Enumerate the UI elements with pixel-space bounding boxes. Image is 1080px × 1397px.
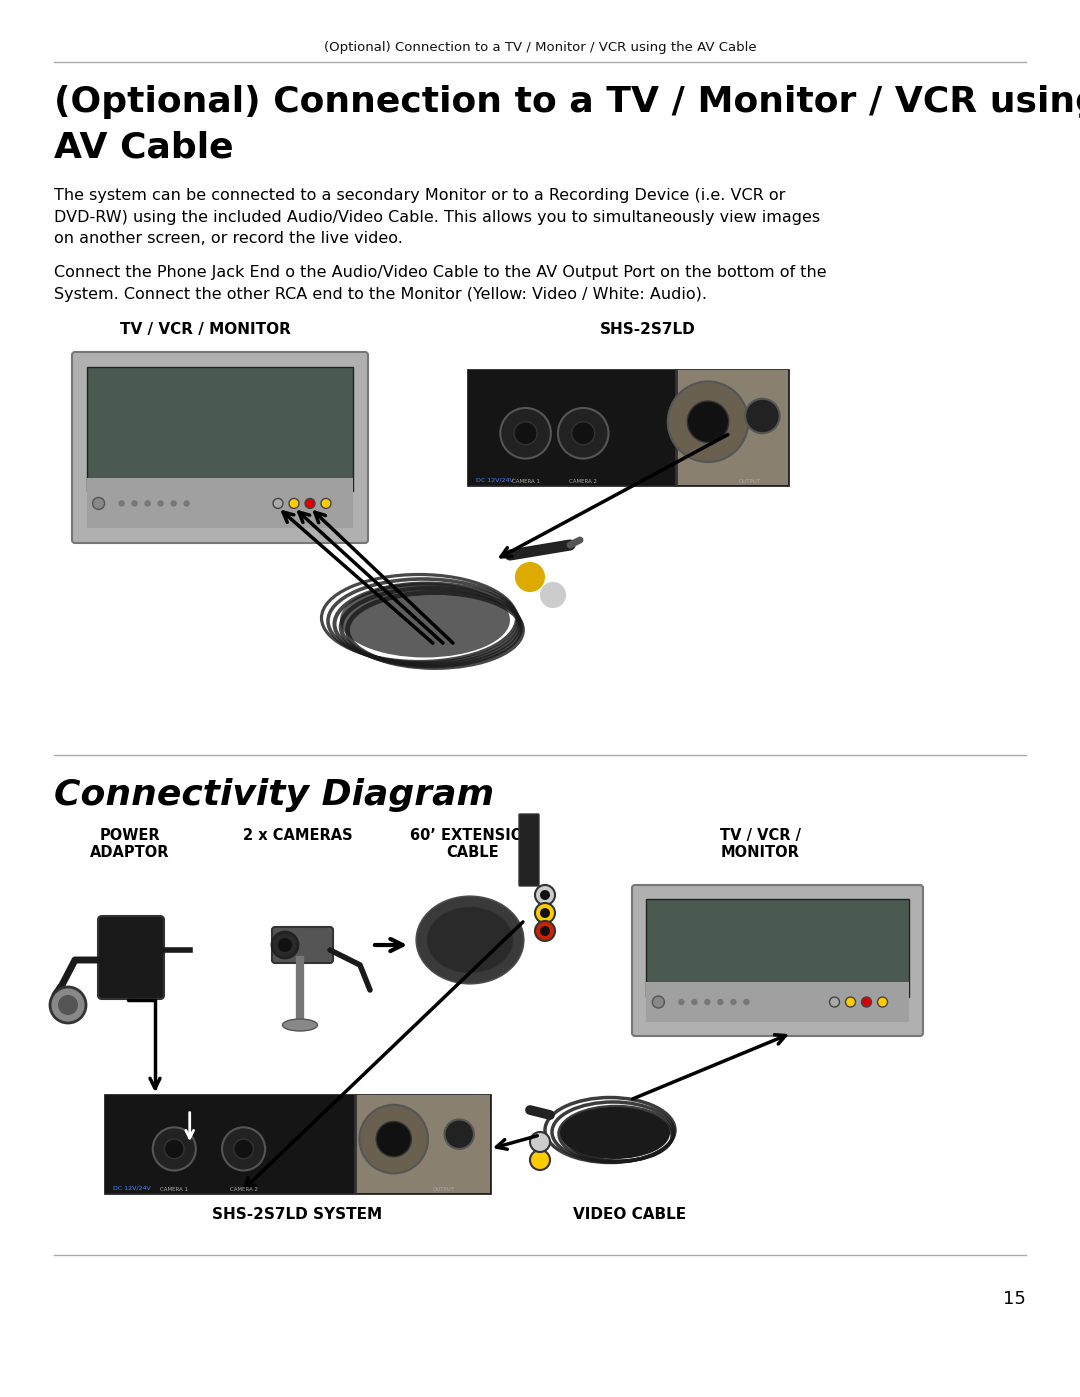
Text: Connect the Phone Jack End o the Audio/Video Cable to the AV Output Port on the : Connect the Phone Jack End o the Audio/V… [54,265,826,302]
Circle shape [846,997,855,1007]
Text: CAMERA 2: CAMERA 2 [230,1187,258,1192]
Circle shape [222,1127,266,1171]
Circle shape [58,995,78,1016]
Text: AV Cable: AV Cable [54,130,233,163]
Circle shape [540,890,550,900]
Circle shape [145,502,150,506]
Circle shape [500,408,551,458]
Circle shape [119,502,124,506]
Circle shape [273,499,283,509]
Circle shape [132,502,137,506]
Bar [355,1095,490,1193]
FancyBboxPatch shape [72,352,368,543]
Circle shape [829,997,839,1007]
Circle shape [541,583,565,608]
Circle shape [93,497,105,510]
Circle shape [535,921,555,942]
Circle shape [233,1139,254,1158]
Circle shape [516,563,544,591]
Circle shape [152,1127,195,1171]
Circle shape [705,999,710,1004]
Circle shape [731,999,735,1004]
Text: CAMERA 1: CAMERA 1 [512,479,540,483]
Circle shape [171,502,176,506]
Circle shape [360,1105,428,1173]
Circle shape [272,932,298,958]
Text: POWER
ADAPTOR: POWER ADAPTOR [91,828,170,861]
Circle shape [535,902,555,923]
Circle shape [679,999,684,1004]
Circle shape [862,997,872,1007]
Text: OUTPUT: OUTPUT [739,479,760,483]
Bar [468,370,676,485]
Bar [105,1095,355,1193]
Circle shape [445,1119,474,1148]
Text: DC 12V/24V: DC 12V/24V [113,1185,151,1190]
Circle shape [571,422,595,444]
Text: OUTPUT: OUTPUT [433,1187,455,1192]
Circle shape [514,422,537,444]
Circle shape [278,937,292,951]
Circle shape [184,502,189,506]
FancyBboxPatch shape [98,916,164,999]
Circle shape [530,1132,550,1153]
Circle shape [164,1139,184,1158]
Ellipse shape [340,583,510,658]
Text: 60’ EXTENSION
CABLE: 60’ EXTENSION CABLE [410,828,536,861]
Circle shape [667,381,748,462]
Circle shape [692,999,697,1004]
Bar [86,478,353,528]
Text: Connectivity Diagram: Connectivity Diagram [54,778,495,812]
Text: 15: 15 [1003,1289,1026,1308]
Text: 2 x CAMERAS: 2 x CAMERAS [243,828,353,842]
Bar [86,366,353,490]
Circle shape [558,408,608,458]
Circle shape [687,401,729,443]
FancyBboxPatch shape [519,814,539,886]
Circle shape [744,999,748,1004]
Circle shape [877,997,888,1007]
Bar [105,1095,490,1193]
Circle shape [745,398,780,433]
Bar [468,370,788,485]
Circle shape [50,988,86,1023]
Circle shape [652,996,664,1009]
Ellipse shape [561,1106,670,1160]
Text: (Optional) Connection to a TV / Monitor / VCR using the: (Optional) Connection to a TV / Monitor … [54,85,1080,119]
Text: CAMERA 1: CAMERA 1 [160,1187,188,1192]
Circle shape [540,908,550,918]
FancyBboxPatch shape [632,886,923,1037]
Circle shape [530,1150,550,1171]
Circle shape [289,499,299,509]
FancyBboxPatch shape [272,928,333,963]
Bar [647,900,908,996]
Circle shape [718,999,723,1004]
Ellipse shape [426,905,515,975]
Text: (Optional) Connection to a TV / Monitor / VCR using the AV Cable: (Optional) Connection to a TV / Monitor … [324,42,756,54]
Circle shape [305,499,315,509]
Text: VIDEO CABLE: VIDEO CABLE [573,1207,687,1222]
Text: SHS-2S7LD: SHS-2S7LD [600,321,696,337]
Circle shape [540,926,550,936]
Text: TV / VCR /
MONITOR: TV / VCR / MONITOR [719,828,800,861]
Circle shape [535,886,555,905]
Bar [676,370,788,485]
Text: CAMERA 2: CAMERA 2 [569,479,597,483]
Text: DC 12V/24V: DC 12V/24V [476,476,514,482]
Bar [647,982,908,1021]
Circle shape [321,499,330,509]
Circle shape [376,1122,411,1157]
Text: TV / VCR / MONITOR: TV / VCR / MONITOR [120,321,291,337]
Circle shape [158,502,163,506]
Text: The system can be connected to a secondary Monitor or to a Recording Device (i.e: The system can be connected to a seconda… [54,189,820,246]
Text: SHS-2S7LD SYSTEM: SHS-2S7LD SYSTEM [212,1207,382,1222]
Ellipse shape [283,1018,318,1031]
